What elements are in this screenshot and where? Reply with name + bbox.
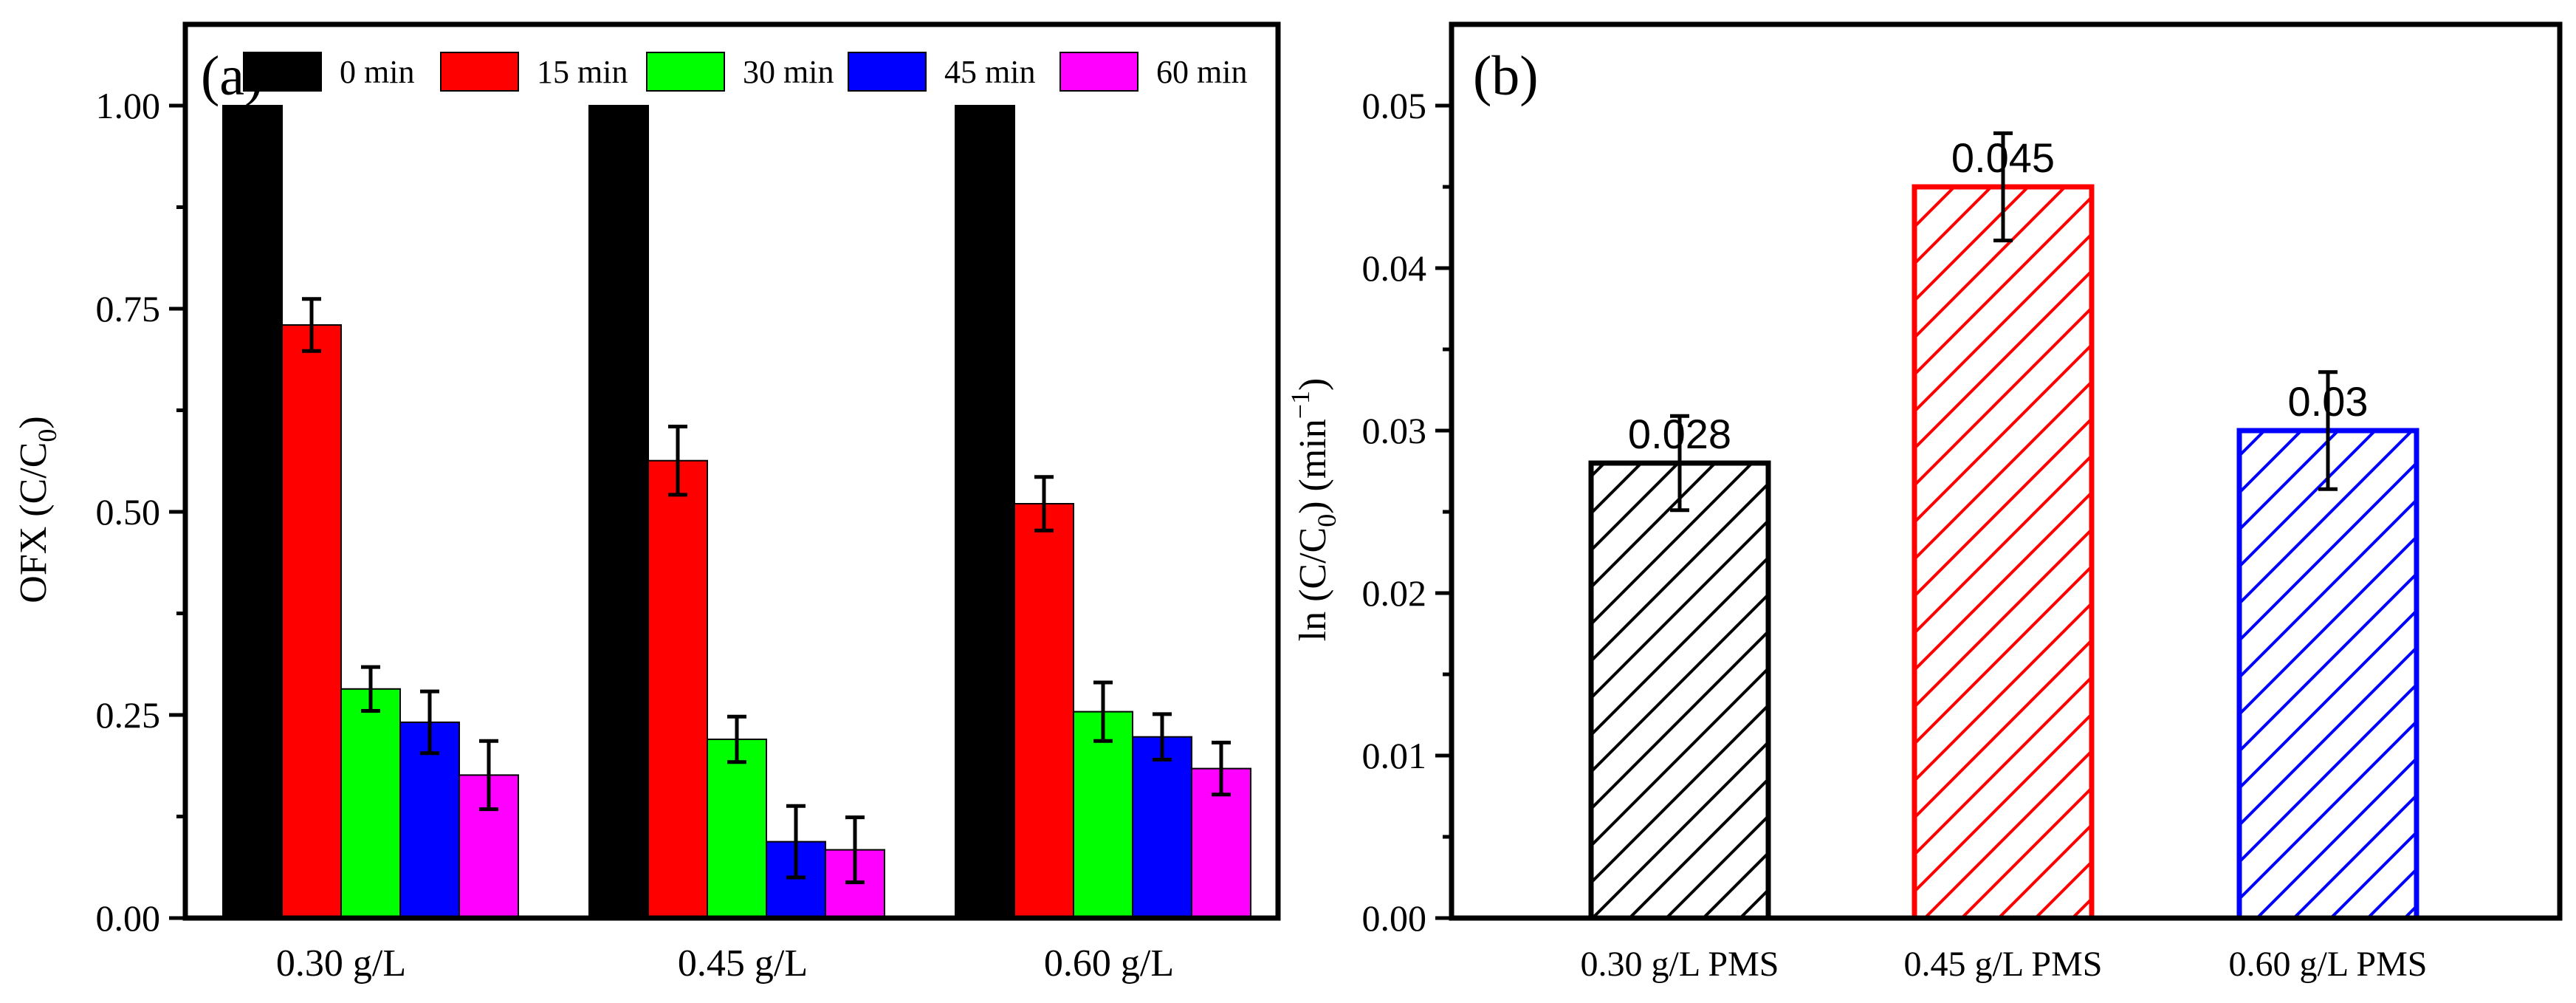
- legend-label: 30 min: [743, 54, 834, 90]
- panel-a-legend: 0 min 15 min 30 min 45 min 60 min: [243, 52, 1247, 92]
- x-tick-label: 0.30 g/L: [276, 942, 406, 985]
- legend-item-60-min: 60 min: [1059, 52, 1247, 92]
- error-bar-0-30-g-L-PMS: [1670, 414, 1689, 513]
- panel-a-y-axis-title: OFX (C/C0): [13, 416, 62, 603]
- x-tick-label: 0.45 g/L: [678, 942, 808, 985]
- y-tick-label: 0.00: [1362, 897, 1427, 939]
- legend-label: 45 min: [944, 54, 1035, 90]
- value-label-0-60-g-L-PMS: 0.03: [2288, 378, 2369, 425]
- panel-a-y-axis-title-tail: ): [13, 416, 55, 428]
- error-bar-15-min-0-30-g-L: [302, 297, 321, 353]
- panel-a: 0 min 15 min 30 min 45 min 60 min 0.000.250.…: [13, 21, 1281, 985]
- legend-swatch: [848, 52, 927, 92]
- error-bar-60-min-0-45-g-L: [845, 815, 865, 885]
- error-bar-30-min-0-45-g-L: [727, 714, 746, 764]
- legend-swatch: [646, 52, 725, 92]
- error-bar-60-min-0-60-g-L: [1212, 740, 1231, 797]
- y-tick-label: 0.05: [1362, 85, 1427, 126]
- panel-b-error-bars: [1670, 131, 2338, 513]
- panel-b-y-axis: 0.00 0.01 0.02 0.03 0.04 0.05: [1362, 85, 1452, 939]
- y-tick-label: 0.04: [1362, 247, 1427, 289]
- x-tick-label: 0.60 g/L: [1044, 942, 1174, 985]
- error-bar-0-45-g-L-PMS: [1993, 131, 2013, 243]
- legend-swatch: [1059, 52, 1138, 92]
- panel-a-label: (a): [201, 45, 263, 107]
- panel-b-y-axis-title-tail: ): [1292, 378, 1334, 391]
- panel-b-label: (b): [1473, 45, 1539, 107]
- panel-b-plot-frame: [1449, 21, 2563, 921]
- y-tick-label: 0.01: [1362, 735, 1427, 776]
- error-bar-30-min-0-30-g-L: [361, 665, 380, 713]
- value-label-0-45-g-L-PMS: 0.045: [1951, 134, 2055, 181]
- legend-item-30-min: 30 min: [646, 52, 834, 92]
- legend-label: 60 min: [1156, 54, 1247, 90]
- x-tick-label: 0.60 g/L PMS: [2229, 945, 2428, 984]
- legend-label: 0 min: [340, 54, 414, 90]
- y-tick-label: 0.75: [96, 288, 161, 329]
- y-tick-label: 0.03: [1362, 410, 1427, 451]
- y-tick-label: 0.02: [1362, 572, 1427, 614]
- bar-0-min-0-30-g-L: [222, 105, 283, 919]
- panel-a-y-axis-title-main: OFX (C/C: [13, 442, 55, 603]
- error-bar-60-min-0-30-g-L: [479, 739, 498, 812]
- error-bar-30-min-0-60-g-L: [1093, 680, 1113, 743]
- panel-b-x-axis: 0.30 g/L PMS 0.45 g/L PMS 0.60 g/L PMS: [1581, 945, 2428, 984]
- bar-15-min-0-45-g-L: [648, 459, 708, 919]
- bar-30-min-0-30-g-L: [340, 688, 401, 919]
- panel-a-error-bars: [302, 297, 1231, 885]
- x-tick-label: 0.45 g/L PMS: [1904, 945, 2103, 984]
- bar-0-45-g-L-PMS: [1912, 184, 2095, 921]
- panel-b-bars: [1588, 184, 2419, 921]
- panel-b-y-axis-title-main: ln (C/C: [1292, 527, 1334, 642]
- x-tick-label: 0.30 g/L PMS: [1581, 945, 1779, 984]
- panel-b-y-axis-title-mid: ) (min: [1292, 419, 1334, 514]
- bar-0-min-0-60-g-L: [955, 105, 1015, 919]
- error-bar-15-min-0-60-g-L: [1034, 475, 1054, 533]
- panel-a-plot-frame: [182, 21, 1281, 921]
- panel-a-x-axis: 0.30 g/L 0.45 g/L 0.60 g/L: [276, 942, 1174, 985]
- y-tick-label: 0.00: [96, 897, 161, 939]
- bar-0-30-g-L-PMS: [1588, 460, 1771, 921]
- bar-0-60-g-L-PMS: [2236, 428, 2419, 921]
- legend-swatch: [243, 52, 322, 92]
- y-tick-label: 0.50: [96, 491, 161, 533]
- legend-item-15-min: 15 min: [440, 52, 628, 92]
- panel-a-bars: [222, 105, 1251, 920]
- error-bar-45-min-0-45-g-L: [786, 804, 806, 880]
- value-label-0-30-g-L-PMS: 0.028: [1628, 411, 1731, 457]
- error-bar-45-min-0-60-g-L: [1153, 712, 1172, 761]
- bar-15-min-0-30-g-L: [281, 324, 342, 919]
- bar-30-min-0-45-g-L: [707, 739, 767, 919]
- panel-b-y-axis-title-sub: 0: [1312, 514, 1342, 527]
- legend-item-45-min: 45 min: [848, 52, 1035, 92]
- bar-0-min-0-45-g-L: [588, 105, 649, 919]
- error-bar-45-min-0-30-g-L: [420, 689, 439, 756]
- y-tick-label: 1.00: [96, 85, 161, 126]
- legend-label: 15 min: [537, 54, 628, 90]
- panel-b-y-axis-title-sup: −1: [1285, 391, 1315, 419]
- error-bar-15-min-0-45-g-L: [668, 425, 687, 497]
- panel-b-y-axis-title: ln (C/C0) (min−1): [1285, 378, 1342, 642]
- panel-a-y-axis: 0.00 0.25 0.50 0.75 1.00: [96, 85, 185, 939]
- panel-b-value-labels: 0.028 0.045 0.03: [1628, 134, 2369, 457]
- panel-a-y-axis-title-sub: 0: [32, 429, 62, 442]
- bar-60-min-0-30-g-L: [458, 774, 519, 920]
- bar-30-min-0-60-g-L: [1073, 711, 1133, 919]
- bar-45-min-0-60-g-L: [1132, 736, 1192, 920]
- error-bar-0-60-g-L-PMS: [2318, 370, 2338, 491]
- legend-swatch: [440, 52, 519, 92]
- y-tick-label: 0.25: [96, 694, 161, 736]
- legend-item-0-min: 0 min: [243, 52, 414, 92]
- bar-15-min-0-60-g-L: [1014, 503, 1074, 919]
